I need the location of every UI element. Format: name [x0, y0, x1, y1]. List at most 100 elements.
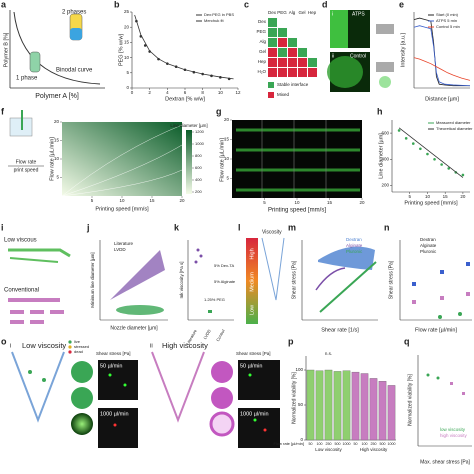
- label: 20: [54, 119, 60, 124]
- label: 5: [226, 176, 229, 181]
- label: 15: [327, 200, 333, 205]
- panel-f-art: [8, 110, 192, 197]
- label: low viscosity: [440, 427, 466, 432]
- panel-letter: f: [1, 106, 5, 116]
- bar: [342, 370, 351, 441]
- label: 10: [119, 198, 125, 203]
- label: stressed: [74, 344, 89, 349]
- legend-label: Mixed: [277, 92, 290, 97]
- label: 2 phases: [62, 10, 86, 16]
- label: 10: [294, 200, 300, 205]
- column-label: PEG: [277, 10, 287, 15]
- label: Shear rate [1/s]: [321, 327, 359, 333]
- bar: [351, 371, 360, 441]
- label: high viscosity: [440, 433, 468, 438]
- panel-letter: n: [384, 222, 390, 232]
- label: n.s.: [325, 351, 332, 356]
- label: 10: [224, 156, 230, 161]
- panel-letter: g: [216, 106, 222, 116]
- x-tick-label: 1000: [343, 442, 351, 446]
- row-label: Dex: [258, 19, 267, 24]
- label: Conventional: [4, 288, 39, 294]
- x-tick-label: 4: [166, 90, 169, 95]
- label: 5: [263, 200, 266, 205]
- x-tick-label: 100: [362, 442, 368, 446]
- x-axis-label: Printing speed [mm/s]: [404, 200, 458, 206]
- label: 1000 µl/min: [100, 411, 129, 417]
- label: Max. shear stress [Pa]: [420, 459, 470, 465]
- y-tick-label: 200: [381, 183, 389, 188]
- label: Polymer B [%]: [3, 32, 9, 67]
- panel-a-art: [9, 10, 105, 89]
- label: 1.25% PEG: [204, 297, 225, 302]
- x-tick-label: 100: [317, 442, 323, 446]
- panel-letter: h: [377, 106, 383, 116]
- label: live: [74, 339, 81, 344]
- x-tick-label: 50: [354, 442, 358, 446]
- label: 800: [195, 153, 202, 158]
- bar: [324, 369, 333, 441]
- label: Alginate: [346, 243, 363, 248]
- label: i: [10, 344, 11, 350]
- x-tick-label: 8: [201, 90, 204, 95]
- panel-letter: e: [399, 0, 404, 9]
- label: 5% Alginate: [214, 279, 236, 284]
- bar: [315, 370, 324, 441]
- label: 400: [195, 177, 202, 182]
- point: [411, 142, 415, 145]
- panel-letter: b: [114, 0, 120, 9]
- panel-letter: l: [238, 222, 241, 232]
- label: Normalized viability [%]: [291, 372, 297, 424]
- bar: [369, 378, 378, 441]
- label: i: [332, 11, 333, 17]
- row-label: H₂O: [258, 69, 267, 74]
- label: 20: [359, 200, 365, 205]
- label: 10: [54, 156, 60, 161]
- label: ii: [150, 344, 153, 350]
- label: 15: [149, 198, 155, 203]
- line: [413, 25, 471, 87]
- label: Flow rate [µL/min]: [219, 138, 225, 182]
- label: Printing speed [mm/s]: [268, 208, 326, 214]
- label: 5% Dex-TA: [214, 263, 234, 268]
- label: 200: [195, 189, 202, 194]
- label: Control: [350, 53, 366, 59]
- y-tick-label: 5: [126, 70, 129, 75]
- label: ATPS: [352, 11, 365, 17]
- label: High viscosity: [162, 341, 208, 350]
- y-tick-label: 25: [124, 9, 130, 14]
- legend-label: Stable interface: [277, 82, 309, 87]
- x-tick-label: 5: [408, 194, 411, 199]
- panel-letter: j: [86, 222, 90, 232]
- row-label: Gel: [259, 49, 266, 54]
- label: 600: [195, 165, 202, 170]
- point: [419, 147, 422, 151]
- label: 1000 µl/min: [240, 411, 269, 417]
- panel-g-art: [232, 120, 362, 198]
- x-tick-label: 6: [184, 90, 187, 95]
- y-tick-label: 400: [381, 156, 389, 161]
- x-tick-label: 10: [425, 194, 431, 199]
- point: [433, 157, 436, 161]
- label: Binodal curve: [56, 68, 93, 74]
- label: 1 phase: [16, 76, 38, 82]
- x-tick-label: 500: [335, 442, 341, 446]
- x-tick-label: 10: [218, 90, 224, 95]
- label: LVDD: [202, 328, 212, 340]
- label: Minimum line diameter [µm]: [90, 252, 95, 307]
- label: Printing speed [mm/s]: [95, 206, 149, 212]
- y-axis-label: PEG [% w/w]: [118, 33, 124, 66]
- column-label: Hep: [308, 10, 317, 15]
- line: [398, 127, 464, 178]
- label: Line diameter [µm]: [170, 123, 207, 128]
- x-axis-label: Dextran [% w/w]: [165, 96, 205, 102]
- label: Polymer A [%]: [35, 93, 79, 100]
- label: Control: [215, 328, 226, 342]
- point: [397, 129, 401, 132]
- label: Pluronic: [420, 249, 437, 254]
- label: ii: [332, 53, 334, 59]
- panel-c-grid: [268, 18, 317, 98]
- label: Shear stress [Pa]: [96, 351, 131, 356]
- label: Alginate: [420, 243, 437, 248]
